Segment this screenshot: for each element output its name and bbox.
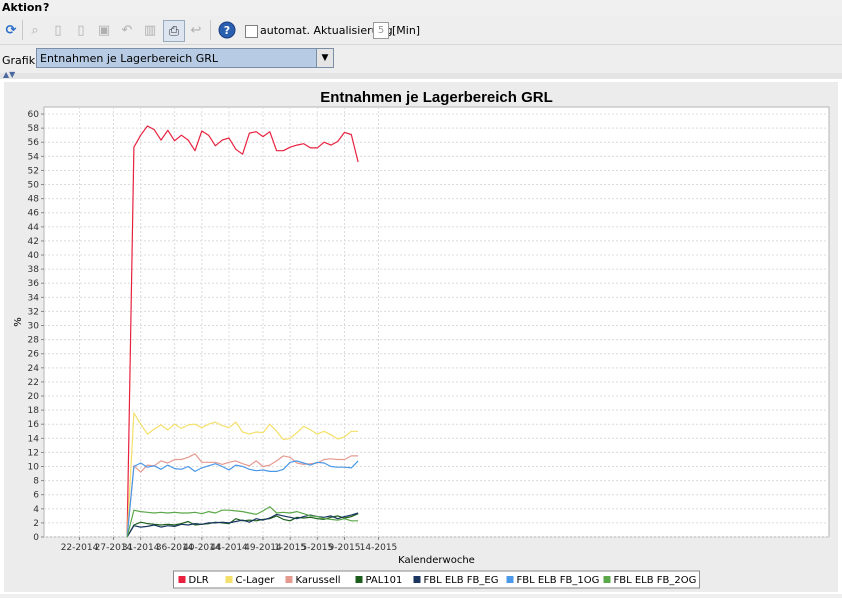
y-tick-label: 28	[28, 336, 40, 346]
y-tick-label: 34	[28, 293, 40, 303]
y-tick-label: 50	[28, 181, 40, 191]
toolbar: ⟳ ⌕ ▯ ▯ ▣ ↶ ▥ ⎙ ↩ ? automat. Aktualisier…	[0, 16, 842, 45]
menu-aktion[interactable]: Aktion	[2, 1, 43, 14]
x-tick-label: 31-2014	[122, 543, 160, 553]
menu-help[interactable]: ?	[43, 1, 50, 14]
legend-swatch	[506, 576, 514, 583]
legend-entry: FBL ELB FB_2OG	[614, 575, 697, 586]
series-line-3	[126, 513, 359, 538]
y-tick-label: 56	[28, 138, 40, 148]
legend-entry: PAL101	[366, 575, 403, 586]
delete-icon[interactable]: ▥	[143, 22, 157, 38]
x-tick-label: 44-2014	[210, 543, 248, 553]
status-strip	[0, 594, 842, 598]
svg-text:?: ?	[224, 24, 230, 37]
y-tick-label: 40	[28, 251, 40, 261]
legend-entry: FBL ELB FB_EG	[424, 575, 499, 586]
series-line-0	[126, 125, 359, 538]
grafik-row: Grafik Entnahmen je Lagerbereich GRL ▼	[0, 45, 842, 73]
x-tick-label: 49-2014	[244, 543, 282, 553]
legend-swatch	[225, 576, 233, 583]
chart-panel: Entnahmen je Lagerbereich GRL 0 2 4 6 8 10 12 14…	[4, 82, 838, 592]
zoom-icon[interactable]: ⌕	[31, 22, 39, 38]
y-tick-label: 26	[28, 350, 40, 360]
x-tick-label: 27-2014	[95, 543, 133, 553]
auto-update-label: automat. Aktualisierung	[260, 24, 393, 37]
chart: Entnahmen je Lagerbereich GRL02468101214…	[13, 89, 830, 589]
y-tick-label: 48	[28, 195, 40, 205]
y-tick-label: 2	[33, 519, 39, 529]
legend-swatch	[413, 576, 421, 583]
x-tick-label: 14-2015	[360, 543, 398, 553]
save-icon[interactable]: ▣	[97, 22, 111, 38]
refresh-icon[interactable]: ⟳	[5, 22, 17, 38]
grafik-label: Grafik	[2, 54, 36, 67]
y-tick-label: 16	[28, 420, 40, 430]
splitter[interactable]: ▲▼	[0, 70, 842, 79]
interval-unit-label: [Min]	[392, 24, 421, 37]
y-tick-label: 30	[28, 322, 40, 332]
y-tick-label: 52	[28, 166, 39, 176]
y-tick-label: 18	[28, 406, 40, 416]
y-tick-label: 8	[33, 477, 39, 487]
y-tick-label: 54	[28, 152, 40, 162]
plot-area	[43, 106, 830, 538]
y-tick-label: 44	[28, 223, 40, 233]
x-tick-label: 40-2014	[183, 543, 221, 553]
help-icon[interactable]: ?	[217, 20, 237, 40]
legend-entry: Karussell	[296, 575, 341, 586]
redo-icon[interactable]: ↩	[190, 22, 202, 38]
interval-input[interactable]: 5	[373, 22, 389, 39]
edit-document-icon[interactable]: ▯	[77, 22, 85, 38]
y-tick-label: 4	[33, 505, 39, 515]
collapse-arrows-icon[interactable]: ▲▼	[3, 70, 16, 79]
y-tick-label: 6	[33, 491, 39, 501]
series-line-6	[126, 506, 359, 538]
chevron-down-icon[interactable]: ▼	[316, 49, 333, 67]
x-tick-label: 1-2015	[274, 543, 306, 553]
auto-update-checkbox[interactable]	[245, 25, 258, 38]
menu-bar: Aktion ?	[0, 0, 842, 16]
y-tick-label: 38	[28, 265, 40, 275]
legend-swatch	[603, 576, 611, 583]
y-tick-label: 20	[28, 392, 40, 402]
y-tick-label: 46	[28, 209, 40, 219]
x-tick-label: 36-2014	[156, 543, 194, 553]
y-tick-label: 14	[28, 434, 40, 444]
legend-entry: C-Lager	[236, 575, 276, 586]
legend-entry: FBL ELB FB_1OG	[517, 575, 600, 586]
series-line-1	[126, 412, 359, 538]
y-tick-label: 60	[28, 110, 40, 120]
series-line-2	[126, 453, 359, 538]
y-tick-label: 24	[28, 364, 40, 374]
legend-swatch	[355, 576, 363, 583]
y-tick-label: 36	[28, 279, 40, 289]
legend-entry: DLR	[189, 575, 209, 586]
y-tick-label: 32	[28, 307, 39, 317]
undo-icon[interactable]: ↶	[121, 22, 133, 38]
new-document-icon[interactable]: ▯	[54, 22, 62, 38]
grafik-select-value: Entnahmen je Lagerbereich GRL	[40, 52, 218, 65]
legend-box	[173, 570, 700, 589]
y-tick-label: 58	[28, 124, 40, 134]
y-tick-label: 42	[28, 237, 39, 247]
y-tick-label: 0	[33, 533, 39, 543]
x-tick-label: 22-2014	[61, 543, 99, 553]
y-axis-label: %	[13, 317, 24, 327]
y-tick-label: 22	[28, 378, 39, 388]
y-tick-label: 10	[28, 463, 40, 473]
legend-swatch	[178, 576, 186, 583]
x-tick-label: 9-2015	[329, 543, 361, 553]
chart-title: Entnahmen je Lagerbereich GRL	[320, 89, 553, 106]
y-tick-label: 12	[28, 448, 39, 458]
print-icon[interactable]: ⎙	[163, 20, 185, 42]
grafik-select[interactable]: Entnahmen je Lagerbereich GRL ▼	[36, 48, 334, 68]
series-line-5	[126, 460, 359, 538]
x-tick-label: 5-2015	[301, 543, 333, 553]
legend-swatch	[285, 576, 293, 583]
x-axis-label: Kalenderwoche	[398, 555, 475, 566]
